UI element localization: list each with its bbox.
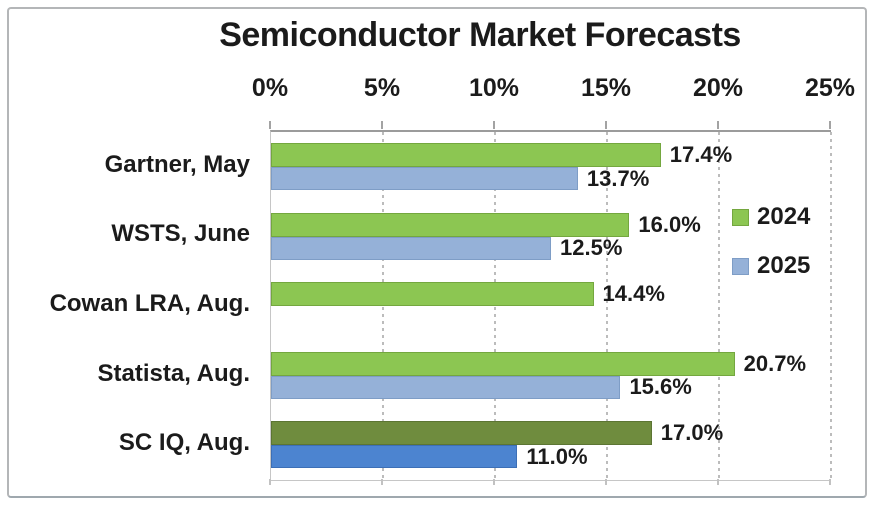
bar-value-label: 17.4%	[669, 142, 733, 167]
x-axis-bottom-tick-mark	[269, 479, 271, 485]
legend-swatch-2024-icon	[732, 208, 749, 226]
x-tick-label: 15%	[580, 74, 632, 102]
x-tick-label: 20%	[692, 74, 744, 102]
legend-swatch-2025-icon	[732, 257, 749, 275]
legend-label-2024: 2024	[757, 203, 811, 230]
category-label: WSTS, June	[111, 220, 250, 248]
gridline	[606, 132, 608, 480]
chart-title: Semiconductor Market Forecasts	[219, 16, 741, 54]
category-label: Gartner, May	[104, 150, 250, 178]
x-axis-bottom-tick-mark	[493, 479, 495, 485]
bar-value-label: 16.0%	[638, 211, 701, 237]
x-axis-bottom-tick-mark	[381, 479, 383, 485]
bar-value-label: 12.5%	[560, 235, 623, 261]
category-label: Statista, Aug.	[97, 359, 250, 387]
x-axis-tick-mark	[381, 121, 383, 129]
legend-label-2025: 2025	[757, 252, 811, 279]
legend-entry-2025: 2025	[732, 252, 810, 280]
legend: 2024 2025	[732, 203, 810, 280]
x-axis-tick-mark	[493, 121, 495, 129]
x-tick-label: 0%	[251, 74, 289, 102]
x-axis-tick-mark	[269, 121, 271, 129]
bar-value-label: 14.4%	[602, 281, 665, 307]
x-tick-label: 25%	[804, 74, 856, 102]
x-axis-bottom-tick-mark	[717, 479, 719, 485]
bar-2025	[271, 236, 551, 260]
bar-2024	[271, 351, 735, 376]
x-tick-label: 5%	[363, 74, 401, 102]
bar-2025	[271, 445, 518, 469]
bar-2025	[271, 167, 578, 190]
x-axis-tick-mark	[717, 121, 719, 129]
x-axis-tick-mark	[605, 121, 607, 129]
x-axis-bottom-tick-mark	[829, 479, 831, 485]
bar-2024	[271, 421, 652, 446]
x-axis-bottom-tick-mark	[605, 479, 607, 485]
category-label: Cowan LRA, Aug.	[49, 289, 250, 317]
bar-2024	[271, 143, 661, 167]
bar-value-label: 20.7%	[743, 350, 807, 376]
bar-value-label: 11.0%	[526, 443, 588, 469]
x-axis-tick-mark	[829, 121, 831, 129]
gridline	[718, 132, 720, 480]
legend-entry-2024: 2024	[732, 203, 810, 231]
bar-value-label: 15.6%	[629, 374, 692, 400]
x-tick-label: 10%	[468, 74, 520, 102]
bar-value-label: 13.7%	[586, 165, 650, 191]
category-label: SC IQ, Aug.	[118, 429, 250, 457]
gridline	[830, 132, 832, 480]
bar-value-label: 17.0%	[660, 420, 724, 446]
bar-2024	[271, 212, 630, 237]
bar-2025	[271, 375, 621, 399]
bar-2024	[271, 282, 594, 307]
